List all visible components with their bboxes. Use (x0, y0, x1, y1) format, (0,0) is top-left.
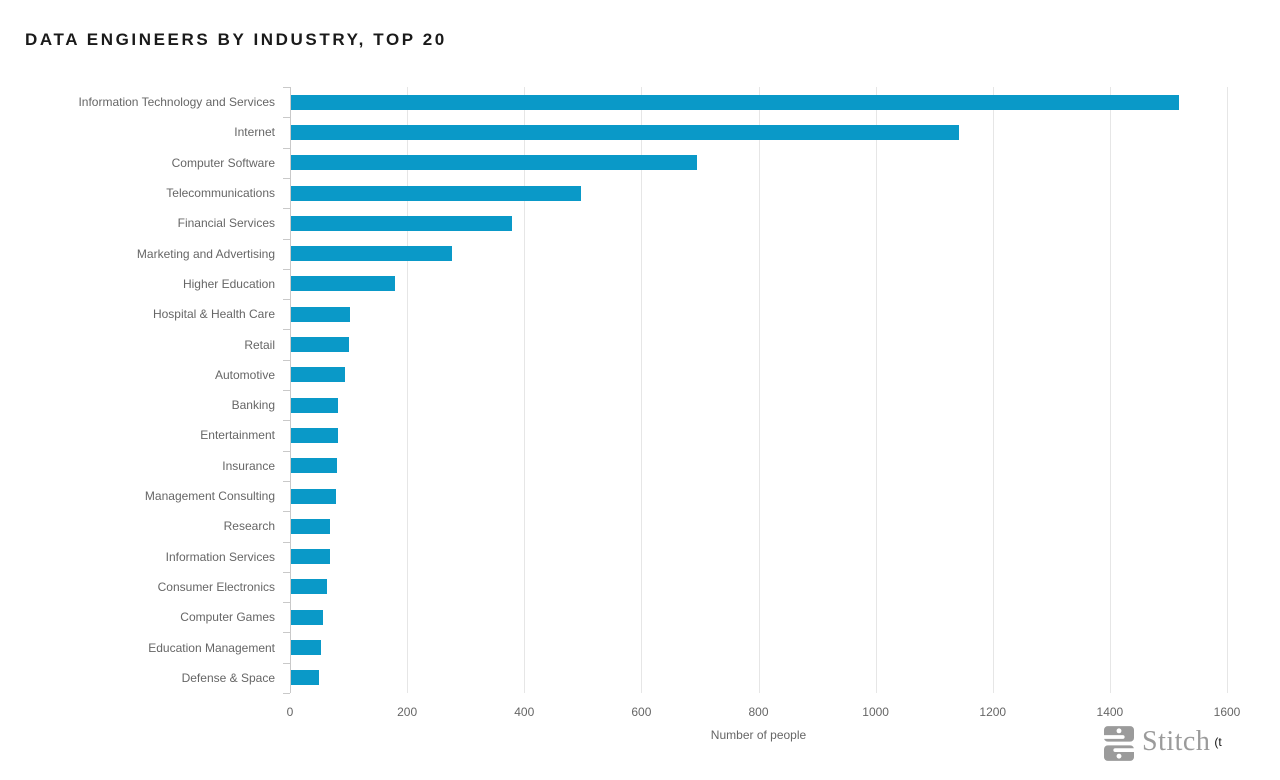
gridline (758, 87, 760, 693)
bar (291, 155, 697, 170)
bar (291, 125, 959, 140)
y-axis-tick (283, 208, 290, 209)
y-axis-tick (283, 481, 290, 482)
y-axis-tick (283, 87, 290, 88)
stitch-wordmark: Stitch (1142, 726, 1211, 757)
bar (291, 367, 345, 382)
gridline (1227, 87, 1228, 693)
y-axis-tick (283, 511, 290, 512)
y-axis-tick (283, 451, 290, 452)
bar (291, 428, 338, 443)
bar (291, 398, 338, 413)
x-axis-title: Number of people (710, 728, 807, 742)
bar (291, 610, 323, 625)
x-axis-tick-label: 1000 (862, 705, 889, 719)
gridline (524, 87, 526, 693)
bar (291, 458, 337, 473)
bar (291, 337, 349, 352)
bar (291, 519, 330, 534)
x-axis-tick-label: 1400 (1096, 705, 1124, 719)
bar (291, 186, 581, 201)
bar (291, 95, 1179, 110)
gridline (875, 87, 877, 693)
category-label: Management Consulting (144, 489, 275, 503)
bar (291, 670, 319, 685)
gridline (992, 87, 994, 693)
category-label: Entertainment (200, 428, 275, 442)
x-axis-tick-label: 600 (631, 705, 652, 719)
category-label: Financial Services (177, 216, 275, 230)
y-axis-tick (283, 420, 290, 421)
category-label: Research (223, 519, 275, 533)
x-axis-tick-label: 0 (286, 705, 294, 719)
y-axis-tick (283, 390, 290, 391)
bar (291, 246, 452, 261)
category-label: Telecommunications (166, 186, 275, 200)
y-axis-tick (283, 148, 290, 149)
x-axis-tick-label: 800 (748, 705, 769, 719)
category-label: Marketing and Advertising (136, 247, 275, 261)
attribution-text-fragment: (t (1214, 735, 1222, 749)
gridline (641, 87, 643, 693)
x-axis-tick-label: 1600 (1213, 705, 1241, 719)
bar (291, 549, 330, 564)
bar (291, 640, 321, 655)
x-axis-tick-label: 400 (514, 705, 535, 719)
chart-title: DATA ENGINEERS BY INDUSTRY, TOP 20 (25, 30, 447, 49)
category-label: Information Technology and Services (78, 95, 275, 109)
category-label: Insurance (222, 459, 275, 473)
category-label: Consumer Electronics (157, 580, 275, 594)
y-axis-tick (283, 360, 290, 361)
y-axis-tick (283, 693, 290, 694)
category-label: Higher Education (182, 277, 275, 291)
bar (291, 216, 512, 231)
y-axis-tick (283, 178, 290, 179)
bar (291, 307, 350, 322)
gridline (407, 87, 409, 693)
stitch-branding: Stitch (t (1104, 726, 1222, 766)
y-axis-tick (283, 117, 290, 118)
x-axis-tick-label: 1200 (979, 705, 1007, 719)
bar (291, 276, 395, 291)
category-label: Automotive (214, 368, 275, 382)
bar (291, 579, 327, 594)
y-axis-tick (283, 663, 290, 664)
y-axis-tick (283, 632, 290, 633)
stitch-logo-icon (1104, 726, 1134, 761)
category-label: Computer Software (171, 156, 275, 170)
category-label: Internet (234, 125, 275, 139)
y-axis-tick (283, 542, 290, 543)
category-label: Education Management (148, 641, 275, 655)
category-label: Hospital & Health Care (152, 307, 275, 321)
category-label: Information Services (165, 550, 275, 564)
gridline (1109, 87, 1111, 693)
y-axis-tick (283, 299, 290, 300)
y-axis-tick (283, 239, 290, 240)
category-label: Banking (231, 398, 275, 412)
y-axis-tick (283, 329, 290, 330)
x-axis-tick-label: 200 (397, 705, 418, 719)
y-axis-tick (283, 602, 290, 603)
category-label: Retail (244, 338, 275, 352)
category-label: Defense & Space (181, 671, 275, 685)
bar (291, 489, 336, 504)
category-label: Computer Games (180, 610, 275, 624)
y-axis-tick (283, 572, 290, 573)
y-axis-tick (283, 269, 290, 270)
y-axis-line (290, 87, 291, 693)
